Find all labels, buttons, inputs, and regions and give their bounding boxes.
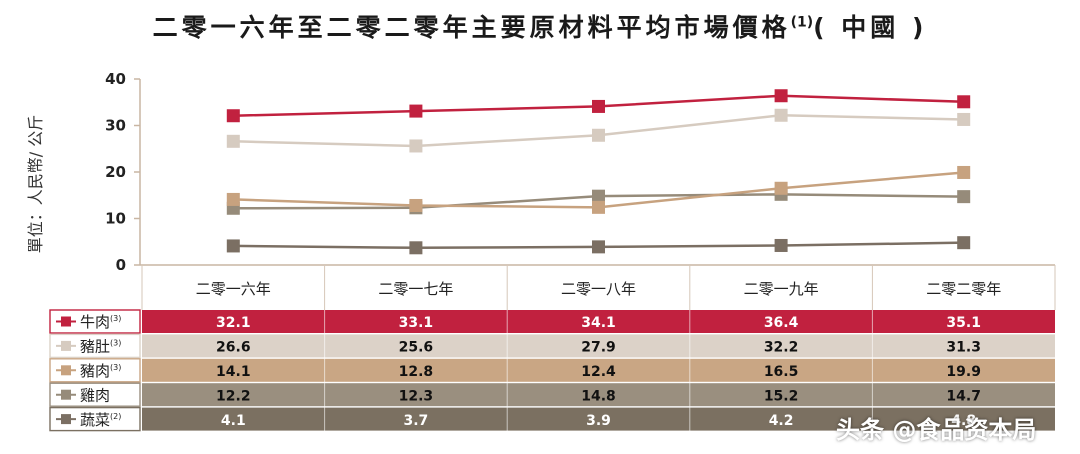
legend-footnote: (3) — [110, 339, 121, 348]
table-row-background — [142, 383, 1055, 407]
x-category-label: 二零一八年 — [561, 280, 636, 298]
legend-cell — [49, 358, 141, 383]
legend-series-name: 豬肚 — [80, 338, 110, 356]
data-value-label: 4.2 — [769, 413, 794, 429]
data-value-label: 12.2 — [216, 388, 251, 404]
data-point — [226, 192, 240, 206]
y-tick-label: 40 — [105, 70, 126, 88]
data-value-label: 32.1 — [216, 315, 251, 331]
data-point — [409, 139, 423, 153]
legend-marker-square — [61, 414, 71, 425]
data-point — [957, 165, 971, 179]
data-point — [592, 240, 605, 254]
legend-label: 牛肉(3) — [80, 313, 121, 331]
data-point — [957, 236, 971, 250]
data-value-label: 12.4 — [581, 364, 616, 380]
y-tick-label: 0 — [116, 256, 126, 274]
title-suffix: ( 中國 ) — [813, 13, 928, 42]
data-point — [409, 104, 423, 118]
data-value-label: 35.1 — [946, 315, 981, 331]
legend-series-name: 蔬菜 — [80, 411, 110, 429]
data-point — [774, 89, 788, 103]
data-point — [774, 108, 788, 122]
data-value-label: 14.8 — [581, 388, 616, 404]
x-category-label: 二零一六年 — [196, 280, 271, 298]
legend-series-name: 牛肉 — [80, 313, 110, 331]
data-point — [957, 95, 971, 109]
data-point — [592, 200, 605, 214]
y-tick-label: 20 — [105, 163, 126, 181]
legend-series-name: 豬肉 — [80, 362, 110, 380]
table-row-background — [142, 407, 1055, 431]
chart-title: 二零一六年至二零二零年主要原材料平均市場價格(1)( 中國 ) — [0, 8, 1080, 44]
chart-title-text: 二零一六年至二零二零年主要原材料平均市場價格 — [152, 13, 791, 42]
table-row-background — [142, 334, 1055, 358]
data-point — [957, 190, 971, 204]
data-value-label: 14.1 — [216, 364, 251, 380]
y-tick-label: 10 — [105, 210, 126, 228]
legend-cell — [49, 382, 141, 407]
data-value-label: 12.3 — [399, 388, 434, 404]
legend-footnote: (3) — [110, 363, 121, 372]
legend-marker-square — [61, 389, 71, 400]
data-value-label: 15.2 — [764, 388, 799, 404]
x-category-label: 二零一七年 — [378, 280, 453, 298]
legend-label: 豬肚(3) — [80, 338, 121, 356]
data-value-label: 25.6 — [399, 340, 434, 356]
data-point — [409, 198, 423, 212]
data-value-label: 4.8 — [951, 413, 976, 429]
legend-label: 蔬菜(2) — [80, 411, 121, 429]
data-point — [774, 238, 788, 252]
legend-cell — [49, 333, 141, 359]
data-value-label: 36.4 — [764, 315, 799, 331]
legend-series-name: 雞肉 — [80, 386, 110, 404]
data-value-label: 26.6 — [216, 340, 251, 356]
data-value-label: 19.9 — [946, 364, 981, 380]
data-value-label: 12.8 — [399, 364, 434, 380]
legend-cell — [49, 406, 141, 432]
data-value-label: 31.3 — [946, 340, 981, 356]
data-value-label: 33.1 — [399, 315, 434, 331]
x-category-label: 二零一九年 — [744, 280, 819, 298]
data-point — [226, 109, 240, 123]
data-point — [774, 181, 788, 195]
data-point — [592, 99, 605, 113]
data-value-label: 27.9 — [581, 340, 616, 356]
table-row-background — [142, 310, 1055, 333]
data-value-label: 16.5 — [764, 364, 799, 380]
legend-marker-square — [61, 340, 71, 351]
data-point — [592, 128, 605, 142]
legend-cell — [49, 309, 141, 334]
legend-footnote: (2) — [110, 412, 121, 421]
data-value-label: 32.2 — [764, 340, 799, 356]
legend-label: 豬肉(3) — [80, 362, 121, 380]
data-point — [409, 241, 423, 255]
data-value-label: 14.7 — [946, 388, 981, 404]
title-footnote: (1) — [790, 14, 814, 31]
data-point — [226, 239, 240, 253]
y-tick-label: 30 — [105, 117, 126, 135]
data-value-label: 4.1 — [221, 413, 246, 429]
legend-marker-square — [61, 365, 71, 376]
data-value-label: 3.9 — [586, 413, 611, 429]
table-row-background — [142, 358, 1055, 382]
watermark: 头条 @食品资本局 — [836, 416, 1037, 444]
legend-label: 雞肉 — [80, 386, 110, 404]
data-point — [592, 189, 605, 203]
data-value-label: 3.7 — [403, 413, 428, 429]
x-category-label: 二零二零年 — [926, 280, 1001, 298]
data-point — [957, 112, 971, 126]
legend-marker-square — [61, 316, 71, 327]
legend-footnote: (3) — [110, 314, 121, 323]
data-value-label: 34.1 — [581, 315, 616, 331]
data-point — [226, 134, 240, 148]
